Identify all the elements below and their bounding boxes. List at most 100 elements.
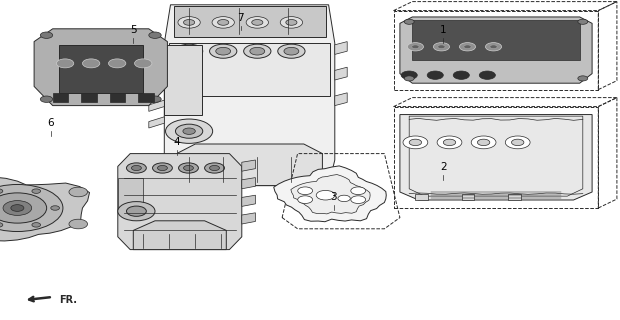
Circle shape bbox=[32, 189, 40, 193]
Circle shape bbox=[135, 59, 152, 68]
Polygon shape bbox=[242, 178, 255, 189]
Bar bbox=[394, 107, 598, 208]
Text: 5: 5 bbox=[130, 25, 136, 36]
Circle shape bbox=[316, 190, 335, 200]
Circle shape bbox=[0, 223, 3, 227]
Polygon shape bbox=[133, 221, 226, 250]
Circle shape bbox=[40, 96, 53, 102]
Circle shape bbox=[131, 165, 141, 171]
Circle shape bbox=[280, 17, 303, 28]
Bar bbox=[394, 11, 598, 90]
Circle shape bbox=[184, 20, 195, 25]
Circle shape bbox=[286, 20, 297, 25]
Circle shape bbox=[578, 19, 588, 24]
Circle shape bbox=[403, 136, 428, 149]
Circle shape bbox=[56, 59, 74, 68]
Circle shape bbox=[433, 43, 450, 51]
Circle shape bbox=[284, 47, 299, 55]
Polygon shape bbox=[34, 29, 167, 106]
Circle shape bbox=[246, 17, 268, 28]
Circle shape bbox=[477, 139, 490, 146]
Polygon shape bbox=[462, 194, 474, 200]
Circle shape bbox=[443, 139, 456, 146]
Circle shape bbox=[0, 193, 46, 223]
Polygon shape bbox=[59, 45, 143, 93]
Polygon shape bbox=[412, 20, 580, 60]
Circle shape bbox=[512, 139, 524, 146]
Text: 7: 7 bbox=[237, 12, 244, 23]
Polygon shape bbox=[242, 213, 255, 224]
Circle shape bbox=[184, 165, 193, 171]
Polygon shape bbox=[242, 160, 255, 171]
Circle shape bbox=[438, 45, 445, 49]
Circle shape bbox=[401, 71, 417, 79]
Circle shape bbox=[459, 43, 476, 51]
Circle shape bbox=[485, 43, 502, 51]
Circle shape bbox=[205, 163, 224, 173]
Circle shape bbox=[126, 163, 146, 173]
Circle shape bbox=[210, 165, 219, 171]
Circle shape bbox=[153, 163, 172, 173]
Text: 2: 2 bbox=[440, 162, 446, 172]
Circle shape bbox=[149, 96, 161, 102]
Polygon shape bbox=[415, 194, 428, 200]
Circle shape bbox=[126, 206, 146, 216]
Circle shape bbox=[210, 44, 237, 58]
Circle shape bbox=[404, 76, 414, 81]
Circle shape bbox=[409, 139, 422, 146]
Text: 6: 6 bbox=[48, 118, 54, 128]
Circle shape bbox=[351, 187, 366, 195]
Polygon shape bbox=[149, 84, 164, 95]
Polygon shape bbox=[335, 93, 347, 106]
Circle shape bbox=[149, 32, 161, 38]
Circle shape bbox=[412, 45, 419, 49]
Circle shape bbox=[166, 119, 213, 143]
Circle shape bbox=[351, 196, 366, 204]
Polygon shape bbox=[291, 174, 370, 214]
Circle shape bbox=[212, 17, 234, 28]
Circle shape bbox=[179, 163, 198, 173]
Circle shape bbox=[216, 47, 231, 55]
Circle shape bbox=[252, 20, 263, 25]
Polygon shape bbox=[81, 93, 97, 102]
Circle shape bbox=[51, 206, 60, 210]
Circle shape bbox=[278, 44, 305, 58]
Circle shape bbox=[244, 44, 271, 58]
Circle shape bbox=[298, 187, 312, 195]
Circle shape bbox=[505, 136, 530, 149]
Circle shape bbox=[479, 71, 495, 79]
Circle shape bbox=[11, 205, 24, 212]
Circle shape bbox=[183, 128, 195, 134]
Polygon shape bbox=[174, 6, 326, 37]
Circle shape bbox=[0, 189, 3, 193]
Circle shape bbox=[32, 223, 40, 227]
Polygon shape bbox=[164, 45, 202, 115]
Circle shape bbox=[3, 201, 32, 215]
Polygon shape bbox=[335, 67, 347, 80]
Polygon shape bbox=[149, 67, 164, 78]
Circle shape bbox=[118, 202, 155, 221]
Circle shape bbox=[69, 187, 87, 197]
Polygon shape bbox=[177, 144, 322, 186]
Polygon shape bbox=[164, 5, 335, 186]
Circle shape bbox=[427, 71, 443, 79]
Text: 4: 4 bbox=[174, 137, 180, 148]
Circle shape bbox=[298, 196, 312, 204]
Circle shape bbox=[490, 45, 497, 49]
Circle shape bbox=[464, 45, 471, 49]
Circle shape bbox=[182, 47, 197, 55]
Polygon shape bbox=[0, 177, 89, 241]
Circle shape bbox=[175, 124, 203, 138]
Circle shape bbox=[437, 136, 462, 149]
Polygon shape bbox=[400, 115, 592, 200]
Circle shape bbox=[40, 32, 53, 38]
Polygon shape bbox=[400, 17, 592, 83]
Polygon shape bbox=[335, 42, 347, 54]
Polygon shape bbox=[273, 166, 386, 222]
Circle shape bbox=[338, 195, 350, 202]
Polygon shape bbox=[110, 93, 125, 102]
Circle shape bbox=[0, 184, 63, 232]
Circle shape bbox=[175, 44, 203, 58]
Polygon shape bbox=[169, 43, 330, 96]
Circle shape bbox=[157, 165, 167, 171]
